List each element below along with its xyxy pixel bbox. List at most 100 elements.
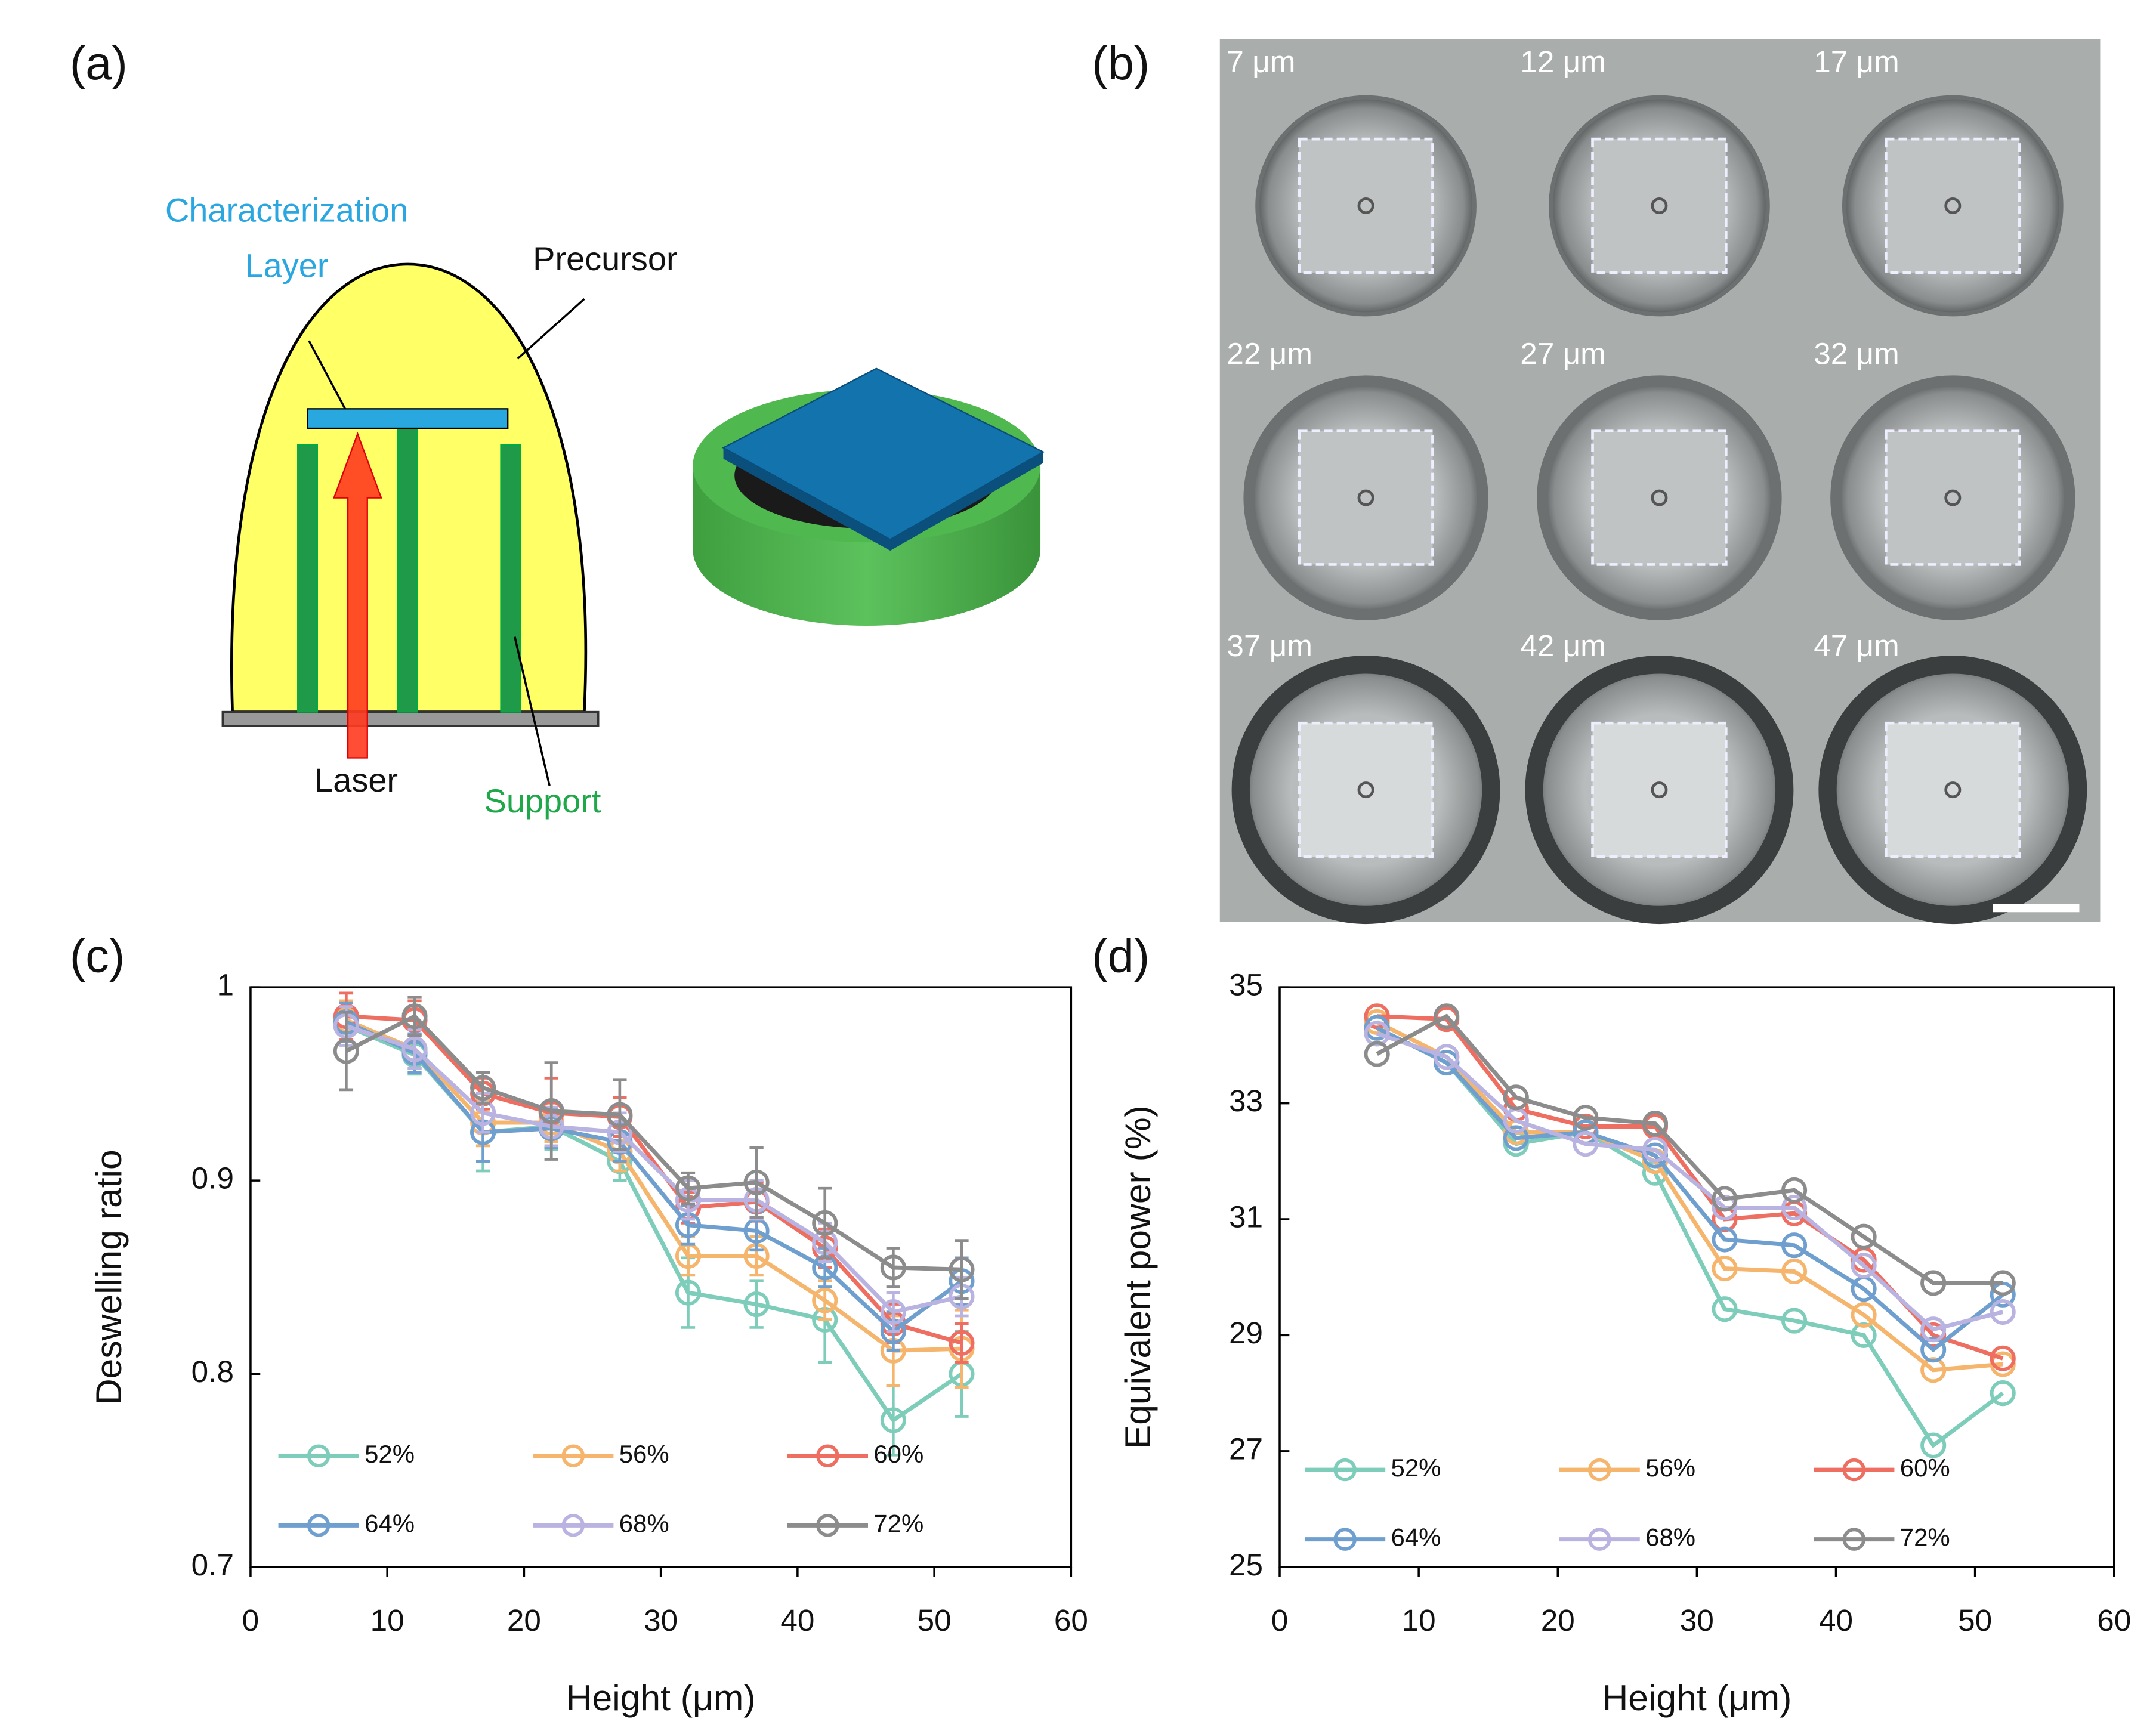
x-tick-label: 0 bbox=[242, 1603, 260, 1637]
schematic: Characterization Layer Precursor Laser S… bbox=[165, 191, 1045, 820]
cell: 7 μm bbox=[1227, 45, 1477, 317]
data-point bbox=[1990, 1270, 2016, 1296]
pointer bbox=[514, 636, 551, 786]
data-point bbox=[1781, 1308, 1808, 1334]
data-point bbox=[1503, 1084, 1529, 1111]
legend-label: 72% bbox=[873, 1509, 923, 1537]
cell-center bbox=[1944, 781, 1962, 799]
x-tick-label: 60 bbox=[2097, 1603, 2131, 1637]
scale-bar bbox=[1993, 904, 2080, 913]
legend-marker bbox=[816, 1444, 839, 1467]
data-point bbox=[1712, 1256, 1738, 1282]
legend-label: 60% bbox=[1900, 1454, 1950, 1482]
micrograph-label: 22 μm bbox=[1227, 336, 1312, 370]
micrograph-label: 27 μm bbox=[1520, 336, 1606, 370]
legend-marker bbox=[816, 1514, 839, 1537]
data-point bbox=[401, 1003, 428, 1030]
legend-label: 56% bbox=[619, 1440, 669, 1468]
pointer bbox=[517, 298, 585, 360]
data-point bbox=[1851, 1302, 1877, 1328]
cell: 17 μm bbox=[1814, 45, 2064, 317]
cell-center bbox=[1944, 489, 1962, 506]
data-point bbox=[880, 1299, 906, 1325]
x-tick-label: 60 bbox=[1054, 1603, 1088, 1637]
legend-marker bbox=[1587, 1528, 1611, 1551]
laser-arrow bbox=[333, 431, 382, 759]
x-tick-label: 20 bbox=[507, 1603, 541, 1637]
data-point bbox=[1920, 1432, 1947, 1458]
data-point bbox=[743, 1291, 770, 1318]
data-point bbox=[880, 1407, 906, 1433]
data-point bbox=[1364, 1021, 1390, 1047]
y-tick-label: 27 bbox=[1229, 1432, 1263, 1466]
data-point bbox=[1434, 1044, 1460, 1070]
panel-label: (c) bbox=[70, 929, 125, 982]
data-point bbox=[470, 1075, 496, 1101]
y-tick-label: 35 bbox=[1229, 968, 1263, 1002]
series-line bbox=[1376, 1026, 2004, 1353]
series-line bbox=[345, 1020, 963, 1334]
panel-label: (d) bbox=[1092, 929, 1150, 982]
x-tick-label: 20 bbox=[1541, 1603, 1575, 1637]
legend-marker bbox=[307, 1514, 330, 1537]
data-point bbox=[1990, 1299, 2016, 1325]
data-point bbox=[675, 1279, 702, 1306]
panel-label: (a) bbox=[70, 36, 128, 89]
series-line bbox=[1376, 1031, 2004, 1332]
legend-marker bbox=[1333, 1528, 1357, 1551]
micrograph-label: 47 μm bbox=[1814, 629, 1899, 663]
cell-center bbox=[1357, 489, 1374, 506]
x-tick-label: 40 bbox=[1819, 1603, 1853, 1637]
legend-marker bbox=[1842, 1458, 1866, 1482]
y-tick-label: 0.7 bbox=[191, 1548, 234, 1582]
cell-center bbox=[1651, 489, 1668, 506]
x-tick-label: 50 bbox=[918, 1603, 952, 1637]
data-point bbox=[1781, 1194, 1808, 1221]
cell: 47 μm bbox=[1814, 629, 2087, 925]
x-tick-label: 10 bbox=[1402, 1603, 1436, 1637]
data-point bbox=[949, 1256, 975, 1282]
support-pillar bbox=[500, 444, 521, 713]
y-tick-label: 29 bbox=[1229, 1316, 1263, 1350]
data-point bbox=[812, 1287, 838, 1313]
data-point bbox=[1851, 1223, 1877, 1250]
y-axis-label: Equivalent power (%) bbox=[1117, 1105, 1158, 1449]
cell-center bbox=[1357, 197, 1374, 215]
support-pillar bbox=[397, 427, 418, 713]
micrograph-label: 7 μm bbox=[1227, 45, 1295, 79]
data-point bbox=[1920, 1337, 1947, 1363]
cell-center bbox=[1651, 781, 1668, 799]
cell-square bbox=[1298, 429, 1434, 566]
cell-center bbox=[1944, 197, 1962, 215]
cell-square bbox=[1298, 721, 1434, 858]
cell-square bbox=[1885, 721, 2021, 858]
series-line bbox=[1376, 1020, 2003, 1373]
cell-square bbox=[1885, 429, 2021, 566]
legend-marker bbox=[1842, 1528, 1866, 1551]
x-tick-label: 30 bbox=[1680, 1603, 1714, 1637]
legend-label: 64% bbox=[1391, 1523, 1441, 1551]
cell: 37 μm bbox=[1227, 629, 1500, 925]
data-point bbox=[1712, 1226, 1738, 1253]
data-point bbox=[1781, 1232, 1808, 1259]
series-line bbox=[1376, 1013, 2003, 1285]
cell: 27 μm bbox=[1520, 336, 1782, 620]
legend-label: 68% bbox=[1645, 1523, 1695, 1551]
series-line bbox=[345, 1024, 962, 1315]
x-axis-label: Height (μm) bbox=[566, 1677, 756, 1718]
legend-marker bbox=[1333, 1458, 1357, 1482]
data-point bbox=[1920, 1357, 1947, 1383]
legend-label: 56% bbox=[1645, 1454, 1695, 1482]
diagram-label: Characterization bbox=[165, 191, 408, 228]
cell-square bbox=[1885, 137, 2021, 274]
legend-label: 52% bbox=[1391, 1454, 1441, 1482]
data-point bbox=[743, 1169, 770, 1195]
legend-label: 68% bbox=[619, 1509, 669, 1537]
data-point bbox=[607, 1102, 633, 1128]
x-tick-label: 30 bbox=[644, 1603, 678, 1637]
diagram-label: Precursor bbox=[533, 240, 677, 277]
legend-marker bbox=[561, 1514, 585, 1537]
data-point bbox=[949, 1330, 975, 1356]
cell-square bbox=[1591, 429, 1728, 566]
